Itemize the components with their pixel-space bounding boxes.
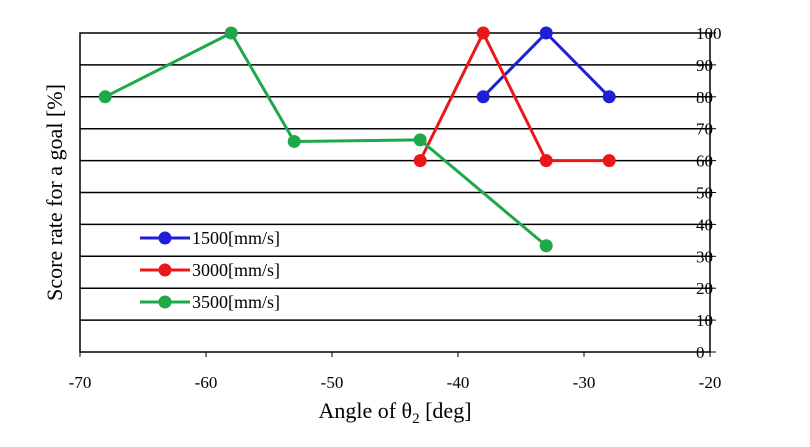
data-point bbox=[539, 154, 553, 168]
y-tick-label: 30 bbox=[696, 247, 713, 266]
y-tick-label: 20 bbox=[696, 279, 713, 298]
data-point bbox=[413, 154, 427, 168]
legend-item: 3500[mm/s] bbox=[140, 292, 280, 312]
series-2 bbox=[98, 26, 553, 253]
legend-item: 3000[mm/s] bbox=[140, 260, 280, 280]
series-layer bbox=[98, 26, 616, 253]
y-tick-label: 40 bbox=[696, 215, 713, 234]
x-tick-label: -60 bbox=[195, 373, 218, 392]
gridlines bbox=[80, 64, 710, 321]
y-tick-label: 100 bbox=[696, 24, 722, 43]
x-axis-title: Angle of θ2 [deg] bbox=[318, 398, 471, 427]
series-line bbox=[418, 31, 610, 163]
x-tick-label: -70 bbox=[69, 373, 92, 392]
legend-label: 1500[mm/s] bbox=[192, 228, 280, 248]
data-point bbox=[539, 239, 553, 253]
data-point bbox=[602, 154, 616, 168]
y-tick-label: 50 bbox=[696, 184, 713, 203]
y-tick-label: 60 bbox=[696, 152, 713, 171]
data-point bbox=[287, 134, 301, 148]
legend-label: 3500[mm/s] bbox=[192, 292, 280, 312]
y-tick-label: 80 bbox=[696, 88, 713, 107]
x-tick-label: -30 bbox=[573, 373, 596, 392]
data-point bbox=[476, 90, 490, 104]
y-tick-label: 10 bbox=[696, 311, 713, 330]
data-point bbox=[602, 90, 616, 104]
y-axis-title: Score rate for a goal [%] bbox=[42, 84, 67, 301]
data-point bbox=[539, 26, 553, 40]
data-point bbox=[476, 26, 490, 40]
y-tick-label: 70 bbox=[696, 120, 713, 139]
series-1 bbox=[413, 26, 616, 168]
y-axis-ticks: 0 10 20 30 40 50 60 70 80 90 100 bbox=[696, 24, 722, 362]
x-tick-label: -50 bbox=[321, 373, 344, 392]
legend: 1500[mm/s] 3000[mm/s] 3500[mm/s] bbox=[140, 228, 280, 312]
legend-item: 1500[mm/s] bbox=[140, 228, 280, 248]
y-tick-label: 90 bbox=[696, 56, 713, 75]
x-tick-label: -20 bbox=[699, 373, 722, 392]
legend-label: 3000[mm/s] bbox=[192, 260, 280, 280]
legend-swatch-marker bbox=[158, 231, 172, 245]
legend-swatch-marker bbox=[158, 263, 172, 277]
data-point bbox=[98, 90, 112, 104]
data-point bbox=[224, 26, 238, 40]
x-axis-ticks: -70 -60 -50 -40 -30 -20 bbox=[69, 352, 722, 392]
legend-swatch-marker bbox=[158, 295, 172, 309]
y-tick-label: 0 bbox=[696, 343, 705, 362]
data-point bbox=[413, 133, 427, 147]
x-tick-label: -40 bbox=[447, 373, 470, 392]
